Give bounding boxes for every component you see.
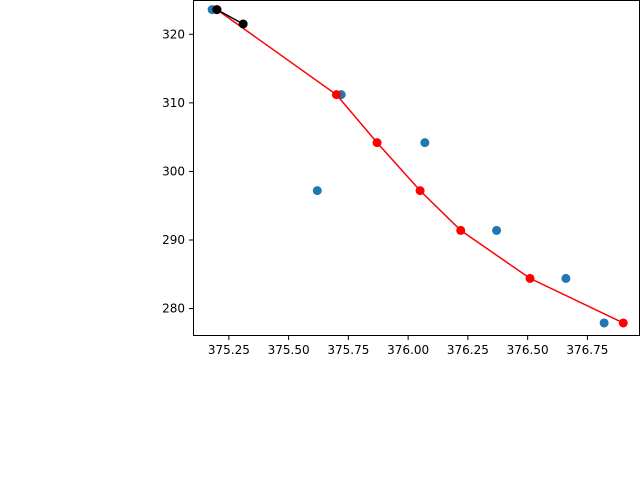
y-tick-label: 300 — [162, 164, 185, 178]
series-0-point-6 — [599, 318, 609, 328]
x-tick-label: 375.75 — [327, 343, 369, 357]
y-tick-label: 280 — [162, 302, 185, 316]
series-0 — [207, 5, 609, 328]
series-1-point-2 — [372, 138, 382, 148]
y-tick-label: 290 — [162, 233, 185, 247]
series-0-point-5 — [561, 273, 571, 283]
y-axis: 280 290 300 310 320 — [162, 27, 193, 316]
y-tick-label: 320 — [162, 27, 185, 41]
x-tick-label: 375.25 — [208, 343, 250, 357]
series-1-point-3 — [415, 186, 425, 196]
y-tick-label: 310 — [162, 96, 185, 110]
series-layer — [207, 5, 628, 328]
series-2-point-1 — [238, 19, 248, 29]
x-tick-label: 376.50 — [507, 343, 549, 357]
x-axis: 375.25 375.50 375.75 376.00 376.25 376.50 376.… — [208, 336, 608, 357]
x-tick-label: 376.25 — [447, 343, 489, 357]
series-1-point-4 — [456, 225, 466, 235]
series-1-point-5 — [525, 273, 535, 283]
x-tick-label: 375.50 — [268, 343, 310, 357]
x-tick-label: 376.00 — [387, 343, 429, 357]
axes-frame — [193, 0, 640, 336]
series-2 — [212, 5, 248, 29]
series-2-line — [216, 8, 244, 25]
series-1-point-6 — [618, 318, 628, 328]
series-0-point-2 — [312, 186, 322, 196]
x-tick-label: 376.75 — [566, 343, 608, 357]
series-2-point-0 — [212, 5, 222, 15]
series-0-point-4 — [492, 225, 502, 235]
series-1-point-1 — [331, 90, 341, 100]
series-0-point-3 — [420, 138, 430, 148]
